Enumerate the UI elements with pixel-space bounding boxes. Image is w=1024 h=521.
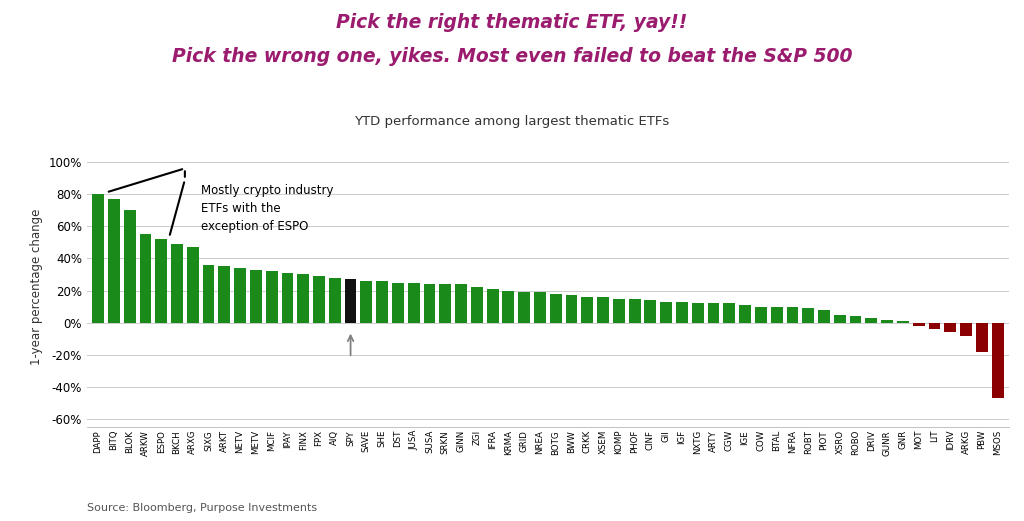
Bar xyxy=(424,284,435,322)
Bar xyxy=(329,278,341,322)
Bar xyxy=(250,270,262,322)
Bar xyxy=(124,210,135,322)
Bar xyxy=(360,281,373,322)
Text: Source: Bloomberg, Purpose Investments: Source: Bloomberg, Purpose Investments xyxy=(87,503,317,513)
Bar xyxy=(613,299,625,322)
Bar xyxy=(912,322,925,326)
Bar xyxy=(455,284,467,322)
Bar xyxy=(976,322,988,352)
Bar xyxy=(171,244,183,322)
Text: Pick the right thematic ETF, yay!!: Pick the right thematic ETF, yay!! xyxy=(336,13,688,32)
Bar xyxy=(297,275,309,322)
Bar xyxy=(392,282,403,322)
Bar xyxy=(723,303,735,322)
Bar xyxy=(692,303,703,322)
Bar xyxy=(944,322,956,332)
Bar xyxy=(676,302,688,322)
Bar xyxy=(376,281,388,322)
Bar xyxy=(597,297,609,322)
Bar xyxy=(345,279,356,322)
Bar xyxy=(629,299,641,322)
Bar xyxy=(882,319,893,322)
Bar xyxy=(234,268,246,322)
Bar xyxy=(408,282,420,322)
Bar xyxy=(818,310,829,322)
Bar xyxy=(771,307,782,322)
Bar xyxy=(786,307,799,322)
Bar xyxy=(266,271,278,322)
Bar xyxy=(865,318,878,322)
Bar xyxy=(739,305,751,322)
Bar xyxy=(755,307,767,322)
Bar xyxy=(203,265,214,322)
Bar xyxy=(92,194,104,322)
Bar xyxy=(439,284,452,322)
Bar xyxy=(850,316,861,322)
Bar xyxy=(929,322,940,329)
Bar xyxy=(897,321,909,322)
Text: Mostly crypto industry
ETFs with the
exception of ESPO: Mostly crypto industry ETFs with the exc… xyxy=(201,184,333,233)
Bar xyxy=(471,288,482,322)
Bar xyxy=(218,266,230,322)
Bar xyxy=(803,308,814,322)
Bar xyxy=(139,234,152,322)
Bar xyxy=(156,239,167,322)
Bar xyxy=(961,322,972,336)
Bar xyxy=(535,292,546,322)
Bar xyxy=(503,291,514,322)
Text: YTD performance among largest thematic ETFs: YTD performance among largest thematic E… xyxy=(354,115,670,128)
Bar xyxy=(108,199,120,322)
Text: Pick the wrong one, yikes. Most even failed to beat the S&P 500: Pick the wrong one, yikes. Most even fai… xyxy=(172,47,852,66)
Bar xyxy=(582,297,593,322)
Y-axis label: 1-year percentage change: 1-year percentage change xyxy=(31,208,43,365)
Bar xyxy=(186,247,199,322)
Bar xyxy=(313,276,325,322)
Bar xyxy=(282,273,293,322)
Bar xyxy=(486,289,499,322)
Bar xyxy=(644,300,656,322)
Bar xyxy=(550,294,561,322)
Bar xyxy=(518,292,530,322)
Bar xyxy=(565,295,578,322)
Bar xyxy=(834,315,846,322)
Bar xyxy=(991,322,1004,398)
Bar xyxy=(660,302,672,322)
Bar xyxy=(708,303,720,322)
